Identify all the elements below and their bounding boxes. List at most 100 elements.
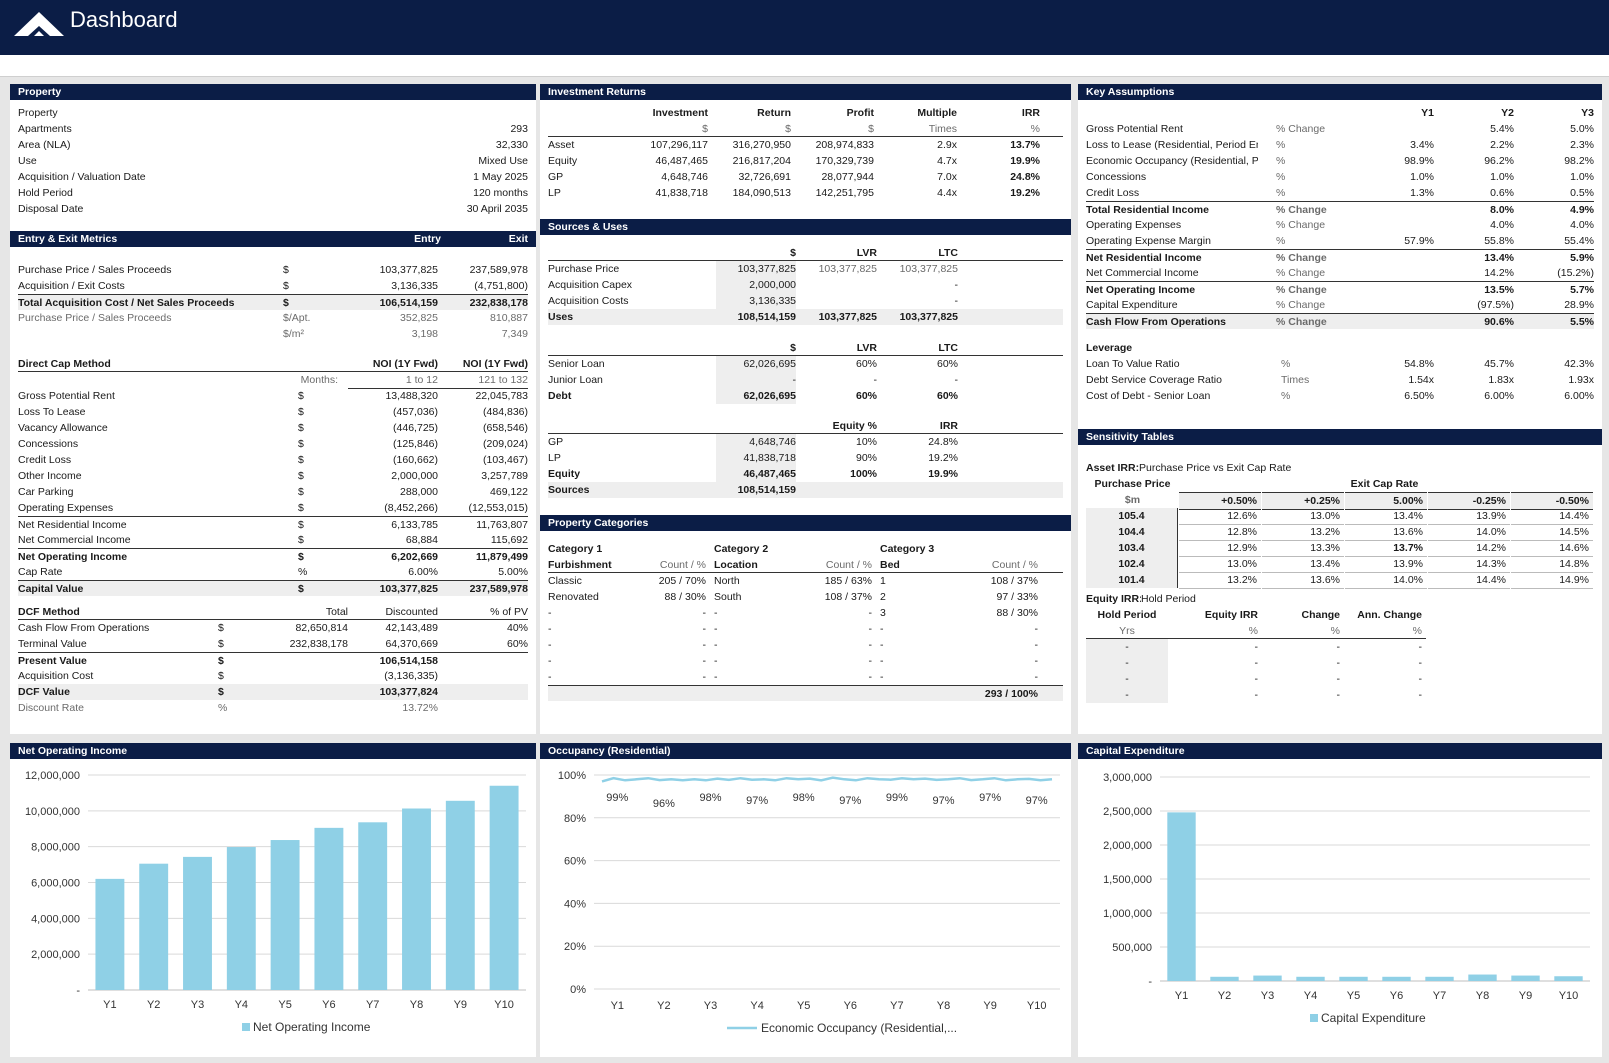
ka-label: Net Commercial Income [1086,267,1199,279]
months-range-2: 121 to 132 [438,372,528,389]
category-row: -- [548,637,1063,653]
ka-value: 90.6% [1484,316,1514,328]
direct-cap-row: Net Residential Income $6,133,785 11,763,8… [18,516,528,532]
direct-cap-unit: $ [298,583,304,595]
equity-irr-cell: - [1086,671,1168,687]
bar [1253,975,1282,981]
entry-exit-unit: $/Apt. [283,312,311,324]
equity-irr-cell: - [1086,655,1168,671]
x-tick-label: Y5 [278,999,291,1011]
y-tick-label: 500,000 [1112,942,1152,954]
category-count: - [702,655,707,667]
asset-irr-label: Asset IRR: [1086,462,1140,474]
x-tick-label: Y2 [1218,990,1231,1002]
ir-value: 19.2% [1010,187,1040,199]
category-item: 3 [880,607,886,619]
key-assumption-row: Operating Expense Margin% 57.9% 55.8% 55.4% [1086,233,1594,249]
sensitivity-cell: 14.4% [1428,572,1510,589]
equity-irr-cell: - [1254,657,1259,669]
x-tick-label: Y10 [494,999,514,1011]
sensitivity-cell: 12.9% [1179,540,1261,557]
sensitivity-header-1: Purchase Price Exit Cap Rate [1086,476,1594,492]
logo-icon [14,12,64,36]
category-count: - [1034,655,1039,667]
category-count: - [868,607,873,619]
direct-cap-value-1: 68,884 [405,534,438,546]
category-count: 185 / 63% [824,575,872,587]
ka-value: 5.5% [1570,316,1594,328]
sources-uses-row: Acquisition Capex 2,000,000 - [548,277,1063,293]
sensitivity-cell: 13.6% [1262,572,1344,589]
purchase-price-value: 101.4 [1086,572,1178,588]
category-item: - [548,671,552,683]
ka-unit: % [1276,139,1286,151]
su-label: Acquisition Costs [548,295,629,307]
su-value: - [954,374,959,386]
data-label: 99% [606,792,628,804]
entry-exit-unit: $ [283,297,289,309]
sources-uses-row: Equity 46,487,465 100% 19.9% [548,466,1063,482]
su-label: Sources [548,484,590,496]
sensitivity-cell: 13.2% [1179,572,1261,589]
direct-cap-value-2: 11,763,807 [476,519,528,531]
cap-rate-col: +0.25% [1262,492,1344,510]
leverage-value: 6.00% [1484,390,1514,402]
data-label: 99% [886,792,908,804]
direct-cap-value-2: 11,879,499 [476,551,528,563]
legend-swatch [242,1023,250,1031]
ka-label: Cash Flow From Operations [1086,316,1227,328]
leverage-label: Cost of Debt - Senior Loan [1086,390,1211,402]
ka-unit: % Change [1276,299,1326,311]
cap-rate-col: 5.00% [1345,492,1427,510]
data-label: 97% [979,792,1001,804]
direct-cap-label: Vacancy Allowance [18,422,108,434]
sources-uses-row: Debt 62,026,695 60% 60% [548,388,1063,404]
sources-uses-row: GP 4,648,746 10% 24.8% [548,434,1063,450]
entry-value: 3,198 [411,328,438,340]
property-label: Hold Period [18,187,73,199]
dcf-pv: 40% [506,622,528,634]
category-item: - [714,639,718,651]
direct-cap-row: Credit Loss $ (160,662) (103,467) [18,452,528,468]
direct-cap-value-1: 288,000 [400,486,438,498]
ka-value: 4.0% [1490,219,1514,231]
ka-value: 0.5% [1570,187,1594,199]
sensitivity-cell: 14.9% [1511,572,1593,589]
category-row: -- [548,605,1063,621]
direct-cap-label: Operating Expenses [18,502,114,514]
ka-label: Net Operating Income [1086,284,1196,296]
x-tick-label: Y1 [1175,990,1188,1002]
legend-label: Economic Occupancy (Residential,... [761,1021,957,1035]
su-value: 90% [855,452,877,464]
x-tick-label: Y4 [235,999,248,1011]
ir-value: 32,726,691 [738,171,791,183]
x-tick-label: Y5 [1347,990,1360,1002]
occupancy-line [601,776,1053,783]
investment-returns-header: Investment Return Profit Multiple IRR [548,105,1063,121]
ka-label: Operating Expenses [1086,219,1182,231]
equity-irr-units: Yrs%%% [1086,623,1426,639]
y-tick-label: 20% [564,941,586,953]
leverage-value: 45.7% [1484,358,1514,370]
category-row: -- [548,669,1063,685]
asset-irr-title: Asset IRR: Purchase Price vs Exit Cap Rat… [1086,460,1594,476]
category-item: - [714,671,718,683]
property-value: Mixed Use [478,155,528,167]
direct-cap-value-2: 3,257,789 [481,470,528,482]
category-row: Classic 205 / 70% [548,573,1063,589]
entry-exit-row: Acquisition / Exit Costs $3,136,335 (4,751… [18,278,528,294]
property-value: 32,330 [495,139,528,151]
bar [1468,974,1497,981]
sensitivity-cell: 13.9% [1428,508,1510,525]
data-label: 98% [793,792,815,804]
key-assumptions-header: Y1 Y2 Y3 [1086,105,1594,121]
property-label: Acquisition / Valuation Date [18,171,146,183]
ir-col-header: IRR [1021,107,1040,119]
su-value: 3,136,335 [716,293,796,309]
category-row: -- [548,669,1063,685]
category-row: -- [548,669,1063,685]
category-item: - [548,607,552,619]
direct-cap-value-1: (160,662) [393,454,438,466]
su-value: - [716,372,796,388]
bar [270,840,300,990]
